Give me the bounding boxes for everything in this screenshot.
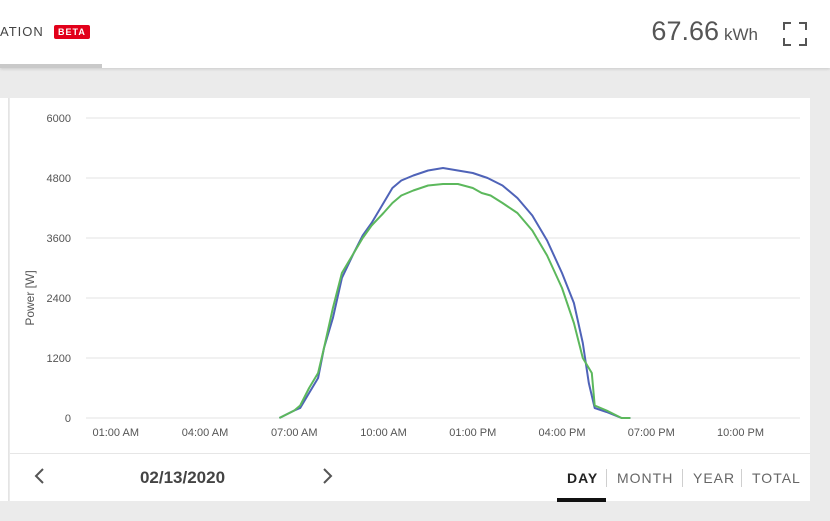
x-tick-label: 07:00 PM: [628, 427, 675, 439]
x-tick-label: 10:00 AM: [360, 427, 406, 439]
x-tick-label: 01:00 PM: [449, 427, 496, 439]
fullscreen-icon: [783, 22, 807, 46]
series-line-2: [278, 183, 631, 419]
y-tick-label: 0: [65, 413, 71, 425]
tab-year[interactable]: YEAR: [693, 470, 736, 486]
x-tick-label: 07:00 AM: [271, 427, 317, 439]
tab-day[interactable]: DAY: [567, 470, 599, 486]
top-bar: ATION BETA 67.66 kWh: [0, 0, 830, 68]
tab-separator: [741, 469, 742, 487]
fullscreen-button[interactable]: [783, 22, 807, 46]
y-tick-label: 3600: [47, 233, 71, 245]
next-day-button[interactable]: [315, 464, 339, 488]
x-tick-label: 01:00 AM: [93, 427, 139, 439]
chart-card: 0 1200 2400 3600 4800 6000 01:00 AM 04:00 AM 07…: [10, 98, 810, 502]
energy-total: 67.66 kWh: [651, 16, 758, 47]
active-period-indicator: [557, 498, 606, 502]
power-chart: 0 1200 2400 3600 4800 6000 01:00 AM 04:00 AM 07…: [23, 113, 800, 439]
y-tick-label: 4800: [47, 173, 71, 185]
tab-separator: [682, 469, 683, 487]
previous-day-button[interactable]: [28, 464, 52, 488]
y-tick-label: 6000: [47, 113, 71, 125]
left-panel-edge: [0, 98, 9, 501]
energy-total-unit: kWh: [724, 25, 758, 44]
y-tick-label: 2400: [47, 293, 71, 305]
tab-total[interactable]: TOTAL: [752, 470, 801, 486]
tab-month[interactable]: MONTH: [617, 470, 674, 486]
x-tick-label: 04:00 AM: [182, 427, 228, 439]
tab-label[interactable]: ATION: [0, 24, 44, 39]
y-axis-label: Power [W]: [23, 270, 37, 325]
chevron-left-icon: [34, 468, 44, 484]
series-line-1: [278, 167, 631, 419]
selected-date[interactable]: 02/13/2020: [139, 468, 226, 487]
chevron-right-icon: [323, 468, 333, 484]
chart-footer: 02/13/2020 DAY MONTH YEAR TOTAL: [10, 453, 810, 502]
x-tick-label: 04:00 PM: [538, 427, 585, 439]
active-tab-indicator: [0, 64, 102, 68]
energy-total-value: 67.66: [651, 16, 719, 46]
y-tick-label: 1200: [47, 353, 71, 365]
x-tick-label: 10:00 PM: [717, 427, 764, 439]
beta-badge: BETA: [54, 25, 90, 39]
tab-separator: [606, 469, 607, 487]
